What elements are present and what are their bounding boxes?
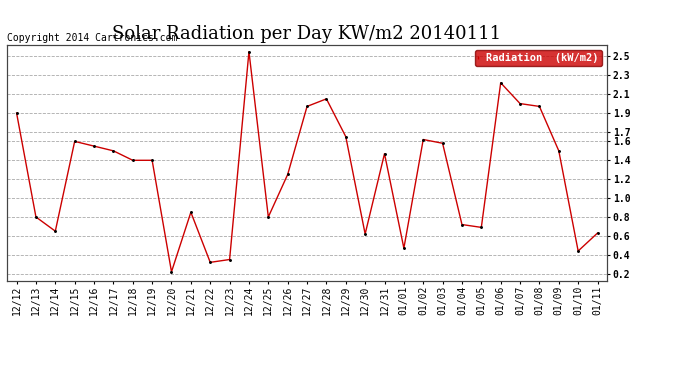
Point	[340, 134, 351, 140]
Point	[379, 151, 390, 157]
Point	[437, 140, 448, 146]
Point	[359, 231, 371, 237]
Point	[244, 49, 255, 55]
Point	[398, 245, 409, 251]
Legend: Radiation  (kW/m2): Radiation (kW/m2)	[475, 50, 602, 66]
Point	[573, 248, 584, 254]
Point	[592, 230, 603, 236]
Point	[495, 80, 506, 86]
Point	[282, 171, 293, 177]
Point	[263, 214, 274, 220]
Point	[534, 104, 545, 110]
Point	[205, 260, 216, 266]
Point	[108, 148, 119, 154]
Point	[146, 157, 157, 163]
Point	[127, 157, 138, 163]
Point	[476, 224, 487, 230]
Point	[186, 209, 197, 215]
Point	[166, 269, 177, 275]
Text: Copyright 2014 Cartronics.com: Copyright 2014 Cartronics.com	[7, 33, 177, 43]
Title: Solar Radiation per Day KW/m2 20140111: Solar Radiation per Day KW/m2 20140111	[112, 26, 502, 44]
Point	[553, 148, 564, 154]
Point	[69, 138, 80, 144]
Point	[11, 110, 22, 116]
Point	[321, 96, 332, 102]
Point	[302, 104, 313, 110]
Point	[30, 214, 41, 220]
Point	[224, 256, 235, 262]
Point	[457, 222, 468, 228]
Point	[50, 228, 61, 234]
Point	[88, 143, 99, 149]
Point	[515, 100, 526, 106]
Point	[417, 136, 428, 142]
